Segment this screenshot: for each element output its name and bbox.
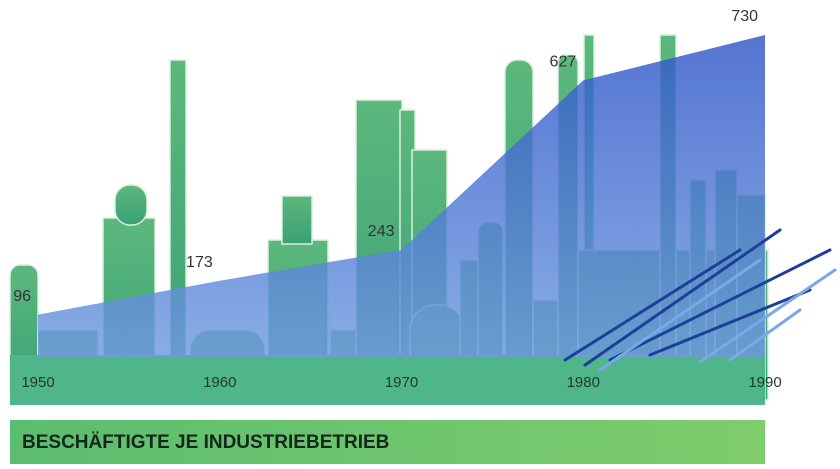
plot: 96 173 243 627 730 1950 1960 1970 1980 1990 xyxy=(13,8,781,391)
value-label: 243 xyxy=(368,223,395,240)
value-label: 96 xyxy=(13,288,31,305)
title-bar xyxy=(10,420,765,464)
value-label: 173 xyxy=(186,254,213,271)
x-tick-label: 1950 xyxy=(21,374,54,391)
value-label: 730 xyxy=(731,8,758,25)
x-tick-label: 1980 xyxy=(567,374,600,391)
x-tick-label: 1990 xyxy=(748,374,781,391)
x-tick-label: 1970 xyxy=(385,374,418,391)
decorative-scribbles xyxy=(563,228,837,372)
baseline-strip xyxy=(10,355,765,405)
chart-title: BESCHÄFTIGTE JE INDUSTRIEBETRIEB xyxy=(22,432,389,453)
area xyxy=(38,35,765,357)
x-tick-label: 1960 xyxy=(203,374,236,391)
value-label: 627 xyxy=(550,54,577,71)
